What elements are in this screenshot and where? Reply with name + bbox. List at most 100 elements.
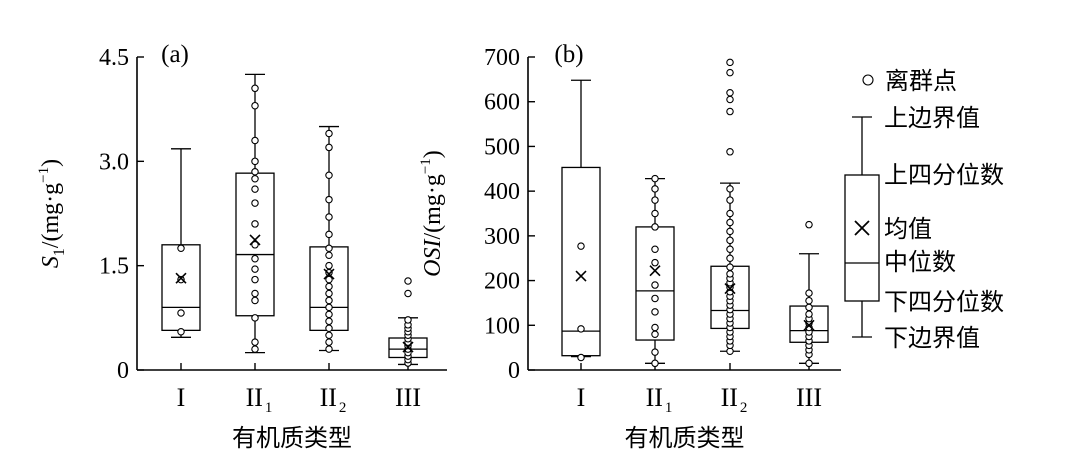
legend-outlier-label: 离群点 xyxy=(885,67,957,95)
data-point xyxy=(651,196,659,204)
mean-marker-stroke xyxy=(249,234,261,246)
x-tick-label-main: II xyxy=(721,383,738,412)
data-point xyxy=(651,323,659,332)
data-point xyxy=(251,136,259,145)
x-axis-title: 有机质类型 xyxy=(625,424,745,452)
x-tick-label-main: II xyxy=(246,383,263,412)
data-point xyxy=(805,220,813,229)
y-axis-title-sup: −1 xyxy=(36,167,52,183)
data-point xyxy=(177,327,185,336)
data-point xyxy=(251,220,259,228)
mean-marker xyxy=(649,265,661,277)
panel-b-chart: 0 100 200 300 400 500 600 700 (b) OSI/(mg·g−1) 有机质… xyxy=(418,41,841,452)
data-point xyxy=(651,330,659,338)
mean-marker-stroke xyxy=(323,268,335,280)
legend-lower-whisker-label: 下边界值 xyxy=(884,324,980,352)
y-axis-title-main: S xyxy=(38,256,64,268)
data-point xyxy=(251,199,259,207)
y-tick-label: 600 xyxy=(484,90,520,116)
data-point xyxy=(251,345,259,353)
panel-label: (b) xyxy=(554,41,583,68)
box-4 xyxy=(789,220,829,368)
data-point xyxy=(251,296,259,305)
data-point xyxy=(325,324,333,333)
data-point xyxy=(577,353,585,362)
data-point xyxy=(404,277,412,285)
x-tick-label-sub: 2 xyxy=(740,400,748,416)
x-tick-label: II 1 xyxy=(646,383,673,416)
data-point xyxy=(726,185,734,193)
mean-marker xyxy=(724,283,736,295)
y-axis-title-unit: /(mg·g xyxy=(420,174,446,239)
x-tick-label-main: III xyxy=(395,383,421,412)
data-point xyxy=(251,254,259,263)
data-point xyxy=(805,296,813,305)
data-point xyxy=(651,209,659,218)
legend-outlier-symbol xyxy=(862,74,874,86)
data-point xyxy=(651,348,659,356)
box-2 xyxy=(235,73,275,354)
y-tick-label: 4.5 xyxy=(99,45,129,71)
data-point xyxy=(726,95,734,104)
data-point xyxy=(651,281,659,289)
data-point xyxy=(177,275,185,284)
data-point xyxy=(726,58,734,67)
data-point xyxy=(577,325,585,333)
x-tick-label: II 2 xyxy=(320,383,347,416)
data-point xyxy=(325,213,333,221)
data-point xyxy=(726,245,734,254)
data-point xyxy=(251,265,259,273)
x-tick-label-main: II xyxy=(320,383,337,412)
data-point xyxy=(651,174,659,183)
y-axis-title: S1/(mg·g−1) xyxy=(36,159,68,268)
y-tick-label: 0 xyxy=(117,358,129,384)
data-point xyxy=(251,157,259,166)
x-tick-label: III xyxy=(796,383,822,412)
data-point xyxy=(325,268,333,277)
legend-upper-whisker-label: 上边界值 xyxy=(884,104,980,132)
data-point xyxy=(325,171,333,179)
data-point xyxy=(251,241,259,249)
data-point xyxy=(177,309,185,317)
y-tick-label: 3.0 xyxy=(99,149,129,175)
y-axis-title-main: OSI xyxy=(420,238,446,276)
y-tick-label: 300 xyxy=(484,224,520,250)
legend-mean-marker xyxy=(854,220,870,236)
data-point xyxy=(726,68,734,77)
data-point xyxy=(325,143,333,152)
data-point xyxy=(726,236,734,245)
box-3 xyxy=(710,58,750,355)
mean-marker-stroke xyxy=(724,283,736,295)
data-point xyxy=(651,294,659,303)
mean-marker xyxy=(803,319,815,331)
data-point xyxy=(325,129,333,138)
y-axis-title-close: ) xyxy=(420,150,446,158)
data-point xyxy=(325,275,333,284)
data-point xyxy=(325,230,333,239)
x-tick-label-sub: 1 xyxy=(665,400,673,416)
y-axis-title-sub: 1 xyxy=(51,248,68,256)
y-tick-label: 1.5 xyxy=(99,254,129,280)
mean-marker xyxy=(575,270,587,282)
x-tick-label-main: I xyxy=(577,383,586,412)
y-axis-title: OSI/(mg·g−1) xyxy=(418,150,446,277)
data-point xyxy=(251,338,259,346)
data-point xyxy=(251,289,259,298)
mean-marker-stroke xyxy=(402,341,414,353)
mean-marker-stroke xyxy=(175,272,187,284)
data-point xyxy=(651,245,659,254)
data-point xyxy=(726,270,734,278)
iqr-box xyxy=(161,244,201,332)
data-point xyxy=(577,242,585,250)
data-point xyxy=(726,218,734,227)
legend-upper-quartile-label: 上四分位数 xyxy=(884,161,1004,189)
y-tick-label: 100 xyxy=(484,313,520,339)
data-point xyxy=(325,251,333,259)
box-2 xyxy=(635,174,675,368)
data-point xyxy=(325,338,333,346)
x-axis-title: 有机质类型 xyxy=(232,424,352,452)
data-point xyxy=(251,174,259,183)
data-point xyxy=(325,289,333,298)
